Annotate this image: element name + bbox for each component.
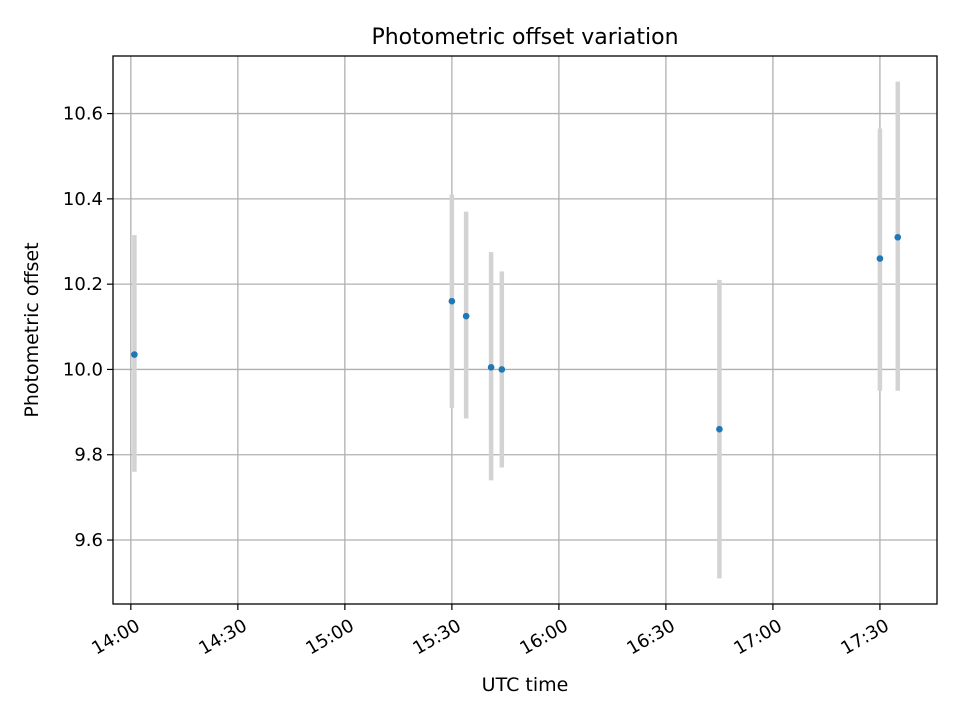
data-point xyxy=(876,255,884,262)
x-tick-label: 15:00 xyxy=(302,615,357,659)
x-axis-label: UTC time xyxy=(482,674,569,696)
error-bars xyxy=(132,81,901,579)
y-tick-label: 10.4 xyxy=(63,189,103,210)
x-tick-label: 17:30 xyxy=(837,615,892,659)
y-tick-label: 10.0 xyxy=(63,359,103,380)
data-point xyxy=(894,233,902,241)
data-point xyxy=(487,364,495,371)
plot-frame xyxy=(112,55,938,605)
grid xyxy=(113,56,937,604)
y-tick-label: 10.6 xyxy=(63,104,103,125)
data-point xyxy=(462,312,470,320)
x-tick-label: 16:30 xyxy=(623,615,678,659)
data-points xyxy=(131,233,902,433)
data-point xyxy=(448,297,456,305)
chart-title: Photometric offset variation xyxy=(371,25,678,50)
x-tick-label: 14:00 xyxy=(88,615,143,659)
x-axis: 14:00 14:30 15:00 15:30 16:00 16:30 17:00 17:30 xyxy=(88,604,893,659)
x-tick-label: 17:00 xyxy=(730,615,785,659)
x-tick-label: 15:30 xyxy=(409,615,464,659)
data-point xyxy=(716,425,723,433)
y-tick-label: 9.6 xyxy=(74,530,103,551)
data-point xyxy=(131,351,138,358)
y-tick-label: 10.2 xyxy=(63,274,103,295)
y-axis: 9.6 9.8 10.0 10.2 10.4 10.6 xyxy=(63,104,113,551)
data-point xyxy=(498,366,506,373)
x-tick-label: 14:30 xyxy=(195,615,250,659)
x-tick-label: 16:00 xyxy=(516,615,571,659)
y-axis-label: Photometric offset xyxy=(21,242,43,417)
y-tick-label: 9.8 xyxy=(74,445,103,466)
